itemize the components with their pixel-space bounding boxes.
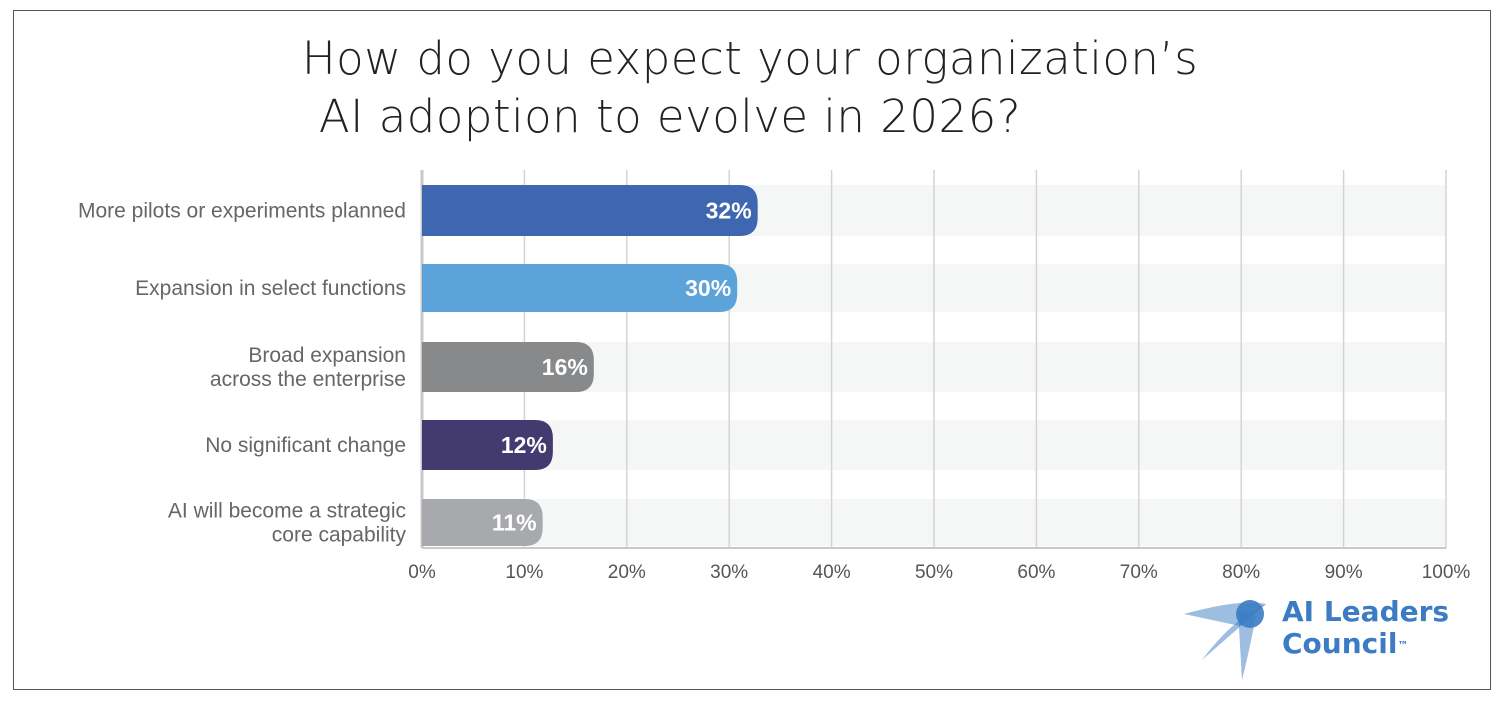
x-tick-label: 20% (608, 562, 646, 583)
bar-value-label: 16% (542, 354, 588, 380)
bar-value-label: 11% (492, 510, 537, 536)
x-tick-label: 10% (505, 562, 543, 583)
logo-line-1: AI Leaders (1282, 595, 1450, 628)
bar-value-label: 30% (685, 275, 731, 301)
x-tick-label: 40% (813, 562, 851, 583)
bar (422, 264, 738, 312)
category-label: No significant change (205, 434, 406, 457)
category-label: across the enterprise (210, 368, 406, 391)
bar-value-label: 12% (501, 432, 547, 458)
x-tick-label: 80% (1222, 562, 1260, 583)
logo-icon (1184, 600, 1266, 680)
logo-text: AI Leaders Council™ (1282, 596, 1449, 660)
chart-frame (13, 10, 1491, 690)
x-tick-label: 70% (1120, 562, 1158, 583)
trademark: ™ (1397, 639, 1409, 652)
category-label: More pilots or experiments planned (78, 200, 406, 223)
chart-title: How do you expect your organization’s AI… (0, 30, 1500, 146)
x-tick-label: 50% (915, 562, 953, 583)
category-label: Broad expansion (248, 344, 406, 367)
x-tick-label: 30% (710, 562, 748, 583)
category-label: core capability (272, 524, 407, 547)
title-line-2: AI adoption to evolve in 2026? (318, 90, 1022, 143)
logo-line-2: Council (1282, 627, 1398, 660)
bar (422, 420, 553, 470)
x-tick-label: 90% (1325, 562, 1363, 583)
category-label: Expansion in select functions (135, 277, 406, 300)
bar-value-label: 32% (706, 198, 752, 224)
category-label: AI will become a strategic (168, 500, 406, 523)
bar (422, 499, 543, 546)
x-tick-label: 100% (1422, 562, 1471, 583)
bar (422, 185, 758, 236)
title-line-1: How do you expect your organization’s (301, 32, 1199, 85)
bar (422, 342, 594, 392)
x-tick-label: 0% (408, 562, 436, 583)
x-tick-label: 60% (1017, 562, 1055, 583)
